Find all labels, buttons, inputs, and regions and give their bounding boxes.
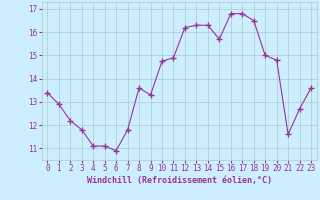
X-axis label: Windchill (Refroidissement éolien,°C): Windchill (Refroidissement éolien,°C) — [87, 176, 272, 185]
